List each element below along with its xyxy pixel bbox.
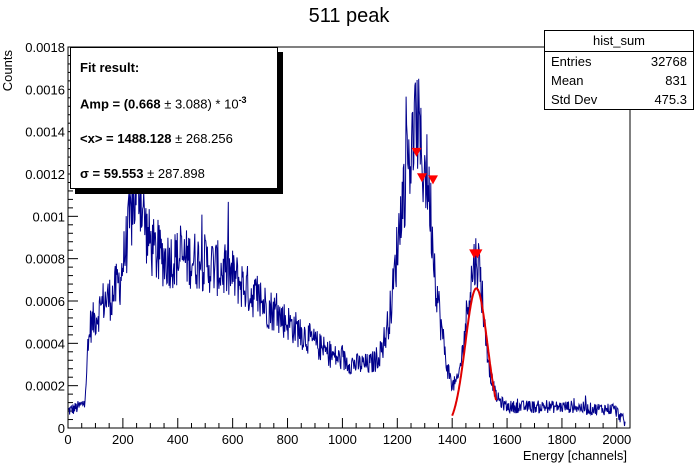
stats-label: Std Dev <box>551 92 598 107</box>
fit-sigma-value: σ = 59.553 <box>80 166 144 181</box>
fit-amp-error: ± 3.088) * 10 <box>164 96 239 112</box>
x-tick-label: 1400 <box>438 432 467 447</box>
y-tick-label: 0.0004 <box>25 336 65 351</box>
peak-marker <box>416 173 427 183</box>
x-tick-label: 200 <box>112 432 134 447</box>
gaussian-fit-curve <box>451 287 498 417</box>
y-tick-label: 0.0006 <box>25 294 65 309</box>
x-tick-label: 1800 <box>547 432 576 447</box>
x-tick-label: 400 <box>167 432 189 447</box>
stats-value: 831 <box>665 73 687 88</box>
fit-mean-value: <x> = 1488.128 <box>80 131 172 146</box>
peak-marker <box>411 147 422 157</box>
fit-amp-exponent: -3 <box>238 95 247 105</box>
stats-value: 475.3 <box>654 92 687 107</box>
y-tick-label: 0.0008 <box>25 252 65 267</box>
y-tick-label: 0.0002 <box>25 379 65 394</box>
x-tick-label: 1600 <box>493 432 522 447</box>
fit-amp-value: Amp = (0.668 <box>80 96 161 112</box>
y-tick-label: 0.0016 <box>25 82 65 97</box>
y-tick-label: 0 <box>58 421 65 436</box>
y-tick-label: 0.0018 <box>25 40 65 55</box>
stats-label: Entries <box>551 54 592 69</box>
x-tick-label: 1000 <box>328 432 357 447</box>
x-tick-label: 600 <box>222 432 244 447</box>
x-axis-label: Energy [channels] <box>523 448 627 463</box>
stats-row-entries: Entries 32768 <box>545 52 693 71</box>
stats-box: hist_sum Entries 32768 Mean 831 Std Dev … <box>544 30 694 110</box>
fit-amp-line: Amp = (0.668 ± 3.088) * 10-3 <box>80 95 247 111</box>
x-tick-label: 800 <box>277 432 299 447</box>
stats-title: hist_sum <box>545 31 693 52</box>
chart-title: 511 peak <box>309 5 391 27</box>
x-tick-label: 0 <box>64 432 71 447</box>
histogram-series <box>67 78 626 427</box>
x-tick-label: 2000 <box>602 432 631 447</box>
fit-sigma-line: σ = 59.553 ± 287.898 <box>80 166 205 181</box>
fit-heading: Fit result: <box>80 60 140 75</box>
fit-result-box: Fit result: Amp = (0.668 ± 3.088) * 10-3… <box>70 47 278 189</box>
x-tick-label: 1200 <box>383 432 412 447</box>
stats-row-stddev: Std Dev 475.3 <box>545 90 693 109</box>
stats-label: Mean <box>551 73 584 88</box>
y-tick-label: 0.0012 <box>25 167 65 182</box>
fit-mean-line: <x> = 1488.128 ± 268.256 <box>80 131 233 146</box>
stats-value: 32768 <box>650 54 687 69</box>
fit-mean-error: ± 268.256 <box>175 131 233 146</box>
stats-row-mean: Mean 831 <box>545 71 693 90</box>
fit-sigma-error: ± 287.898 <box>147 166 205 181</box>
plot-frame <box>67 46 631 429</box>
y-tick-label: 0.001 <box>32 209 65 224</box>
y-tick-label: 0.0014 <box>25 125 65 140</box>
plot-area: 0 200 400 600 800 1000 1200 1400 1600 1800 2000 0 0.… <box>25 40 631 447</box>
peak-marker <box>427 175 438 185</box>
peak-marker <box>472 249 483 259</box>
y-axis-label: Counts <box>0 50 15 92</box>
